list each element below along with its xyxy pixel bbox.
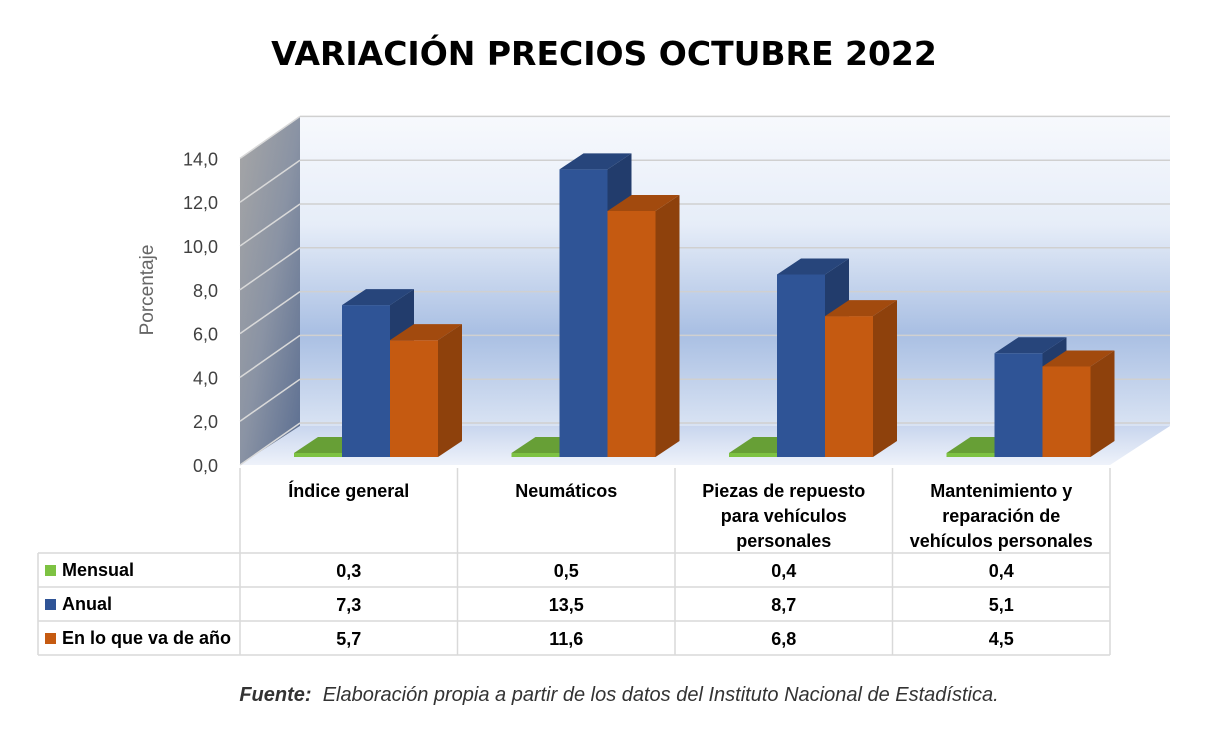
data-label: 5,1 <box>989 595 1014 615</box>
y-tick-label: 12,0 <box>183 193 218 213</box>
data-label: 7,3 <box>336 595 361 615</box>
bar-ytd-top <box>825 300 897 317</box>
data-label: 5,7 <box>336 629 361 649</box>
gridline-side <box>239 290 301 335</box>
bar-mensual-front <box>729 453 777 457</box>
bar-ytd-front <box>1042 366 1091 457</box>
source-label: Fuente: <box>239 684 312 706</box>
y-tick-label: 10,0 <box>183 237 218 257</box>
y-tick-label: 14,0 <box>183 149 218 169</box>
category-label: Piezas de repuesto para vehículos personal… <box>702 481 865 551</box>
bar-ytd-side <box>438 324 462 457</box>
bar-anual-front <box>777 274 825 457</box>
source-text: Elaboración propia a partir de los datos… <box>322 684 999 706</box>
bar-anual-front <box>994 353 1043 457</box>
bar-ytd-front <box>607 210 656 457</box>
bar-ytd <box>825 300 897 457</box>
data-label: 4,5 <box>989 629 1014 649</box>
data-label: 11,6 <box>549 629 583 649</box>
data-label: 8,7 <box>771 595 796 615</box>
data-label: 13,5 <box>549 595 584 615</box>
gridline-side <box>239 422 301 466</box>
category-label: Mantenimiento y reparación de vehículos pe… <box>910 481 1093 551</box>
bar-ytd-side <box>655 194 680 457</box>
y-tick-label: 2,0 <box>193 412 218 432</box>
y-tick-label: 4,0 <box>193 368 218 388</box>
data-label: 0,3 <box>336 561 361 581</box>
bar-anual-top <box>994 337 1067 354</box>
bar-ytd-side <box>1090 350 1115 457</box>
y-tick-label: 0,0 <box>193 456 218 476</box>
bar-ytd <box>1042 350 1115 457</box>
data-label: 0,4 <box>989 561 1014 581</box>
bar-ytd-side <box>873 300 897 457</box>
legend-key <box>45 599 56 610</box>
gridline-side <box>239 247 301 291</box>
y-tick-label: 8,0 <box>193 281 218 301</box>
legend-key <box>45 633 56 644</box>
gridline-side <box>239 378 301 422</box>
bar-ytd <box>390 324 462 457</box>
legend-label: Anual <box>62 594 112 614</box>
source-note: Fuente: Elaboración propia a partir de l… <box>0 684 1208 707</box>
bar-ytd-front <box>390 340 438 457</box>
bar-anual-top <box>342 289 414 306</box>
bar-mensual-front <box>294 453 342 457</box>
bar-ytd-top <box>1042 350 1115 367</box>
legend-label: Mensual <box>62 560 134 580</box>
bar-ytd-top <box>607 194 680 211</box>
bar-mensual-front <box>511 453 560 457</box>
gridline-side <box>239 334 301 379</box>
gridline-side <box>239 115 301 160</box>
data-label: 6,8 <box>771 629 796 649</box>
legend-key <box>45 565 56 576</box>
bar-anual-top <box>777 258 849 275</box>
data-label: 0,4 <box>771 561 796 581</box>
bar-mensual-front <box>946 453 995 457</box>
bar-ytd <box>607 194 680 457</box>
y-tick-label: 6,0 <box>193 325 218 345</box>
category-label: Índice general <box>288 480 409 501</box>
gridline-side <box>239 203 301 247</box>
gridline-side <box>239 159 301 203</box>
legend-label: En lo que va de año <box>62 628 231 648</box>
category-label: Neumáticos <box>515 481 617 501</box>
bar-anual-front <box>342 305 390 457</box>
data-label: 0,5 <box>554 561 579 581</box>
bar-ytd-front <box>825 316 873 457</box>
bar-ytd-top <box>390 324 462 341</box>
side-wall <box>240 116 300 466</box>
bar-anual-top <box>559 153 632 170</box>
floor <box>240 426 1170 465</box>
chart-title: VARIACIÓN PRECIOS OCTUBRE 2022 <box>271 34 937 73</box>
bar-anual-front <box>559 169 608 457</box>
